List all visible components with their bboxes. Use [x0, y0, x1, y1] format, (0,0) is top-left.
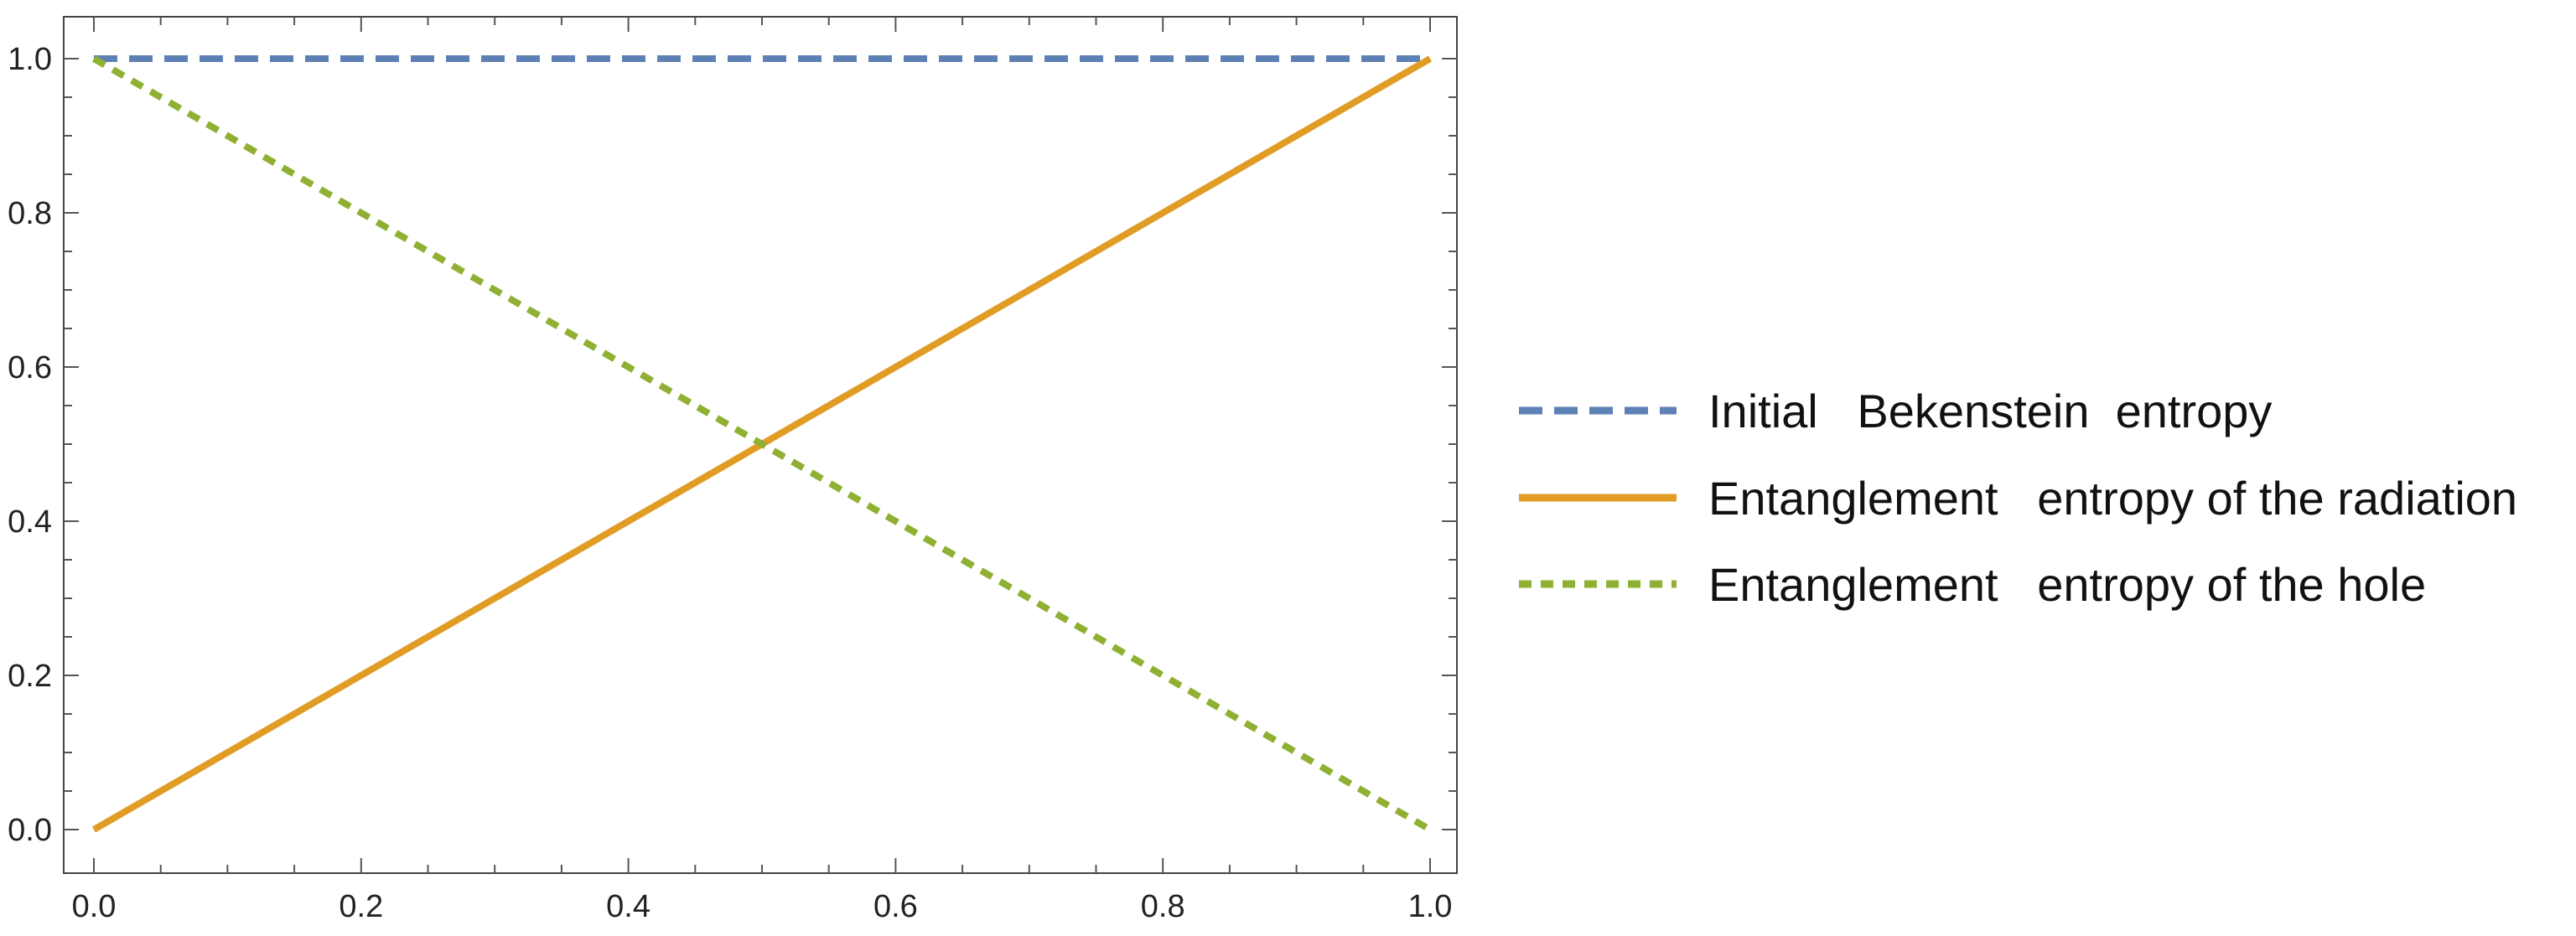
- x-tick-label: 0.6: [873, 889, 918, 924]
- x-tick-label: 0.8: [1141, 889, 1185, 924]
- y-tick-label: 0.0: [8, 813, 52, 848]
- series-line-3: [92, 55, 1432, 833]
- legend-label-2: Entanglement entropy of the radiation: [1708, 472, 2517, 525]
- x-tick-label: 1.0: [1408, 889, 1453, 924]
- y-tick-label: 0.6: [8, 350, 52, 385]
- y-tick-label: 0.8: [8, 196, 52, 231]
- y-tick-label: 0.4: [8, 504, 52, 540]
- legend-label-1: Initial Bekenstein entropy: [1708, 385, 2272, 437]
- x-tick-label: 0.2: [339, 889, 383, 924]
- x-tick-label: 0.4: [606, 889, 650, 924]
- legend-label-3: Entanglement entropy of the hole: [1708, 558, 2426, 611]
- y-tick-label: 1.0: [8, 42, 52, 77]
- y-tick-label: 0.2: [8, 659, 52, 694]
- axis-ticks: [64, 17, 1457, 873]
- axis-tick-labels: 0.0 0.2 0.4 0.6 0.8 1.0 0.0 0.2 0.4 0.6 0.8 1.0: [8, 42, 1452, 924]
- series-lines: [92, 55, 1432, 833]
- x-tick-label: 0.0: [72, 889, 117, 924]
- legend: Initial Bekenstein entropy Entanglement e…: [1519, 385, 2517, 611]
